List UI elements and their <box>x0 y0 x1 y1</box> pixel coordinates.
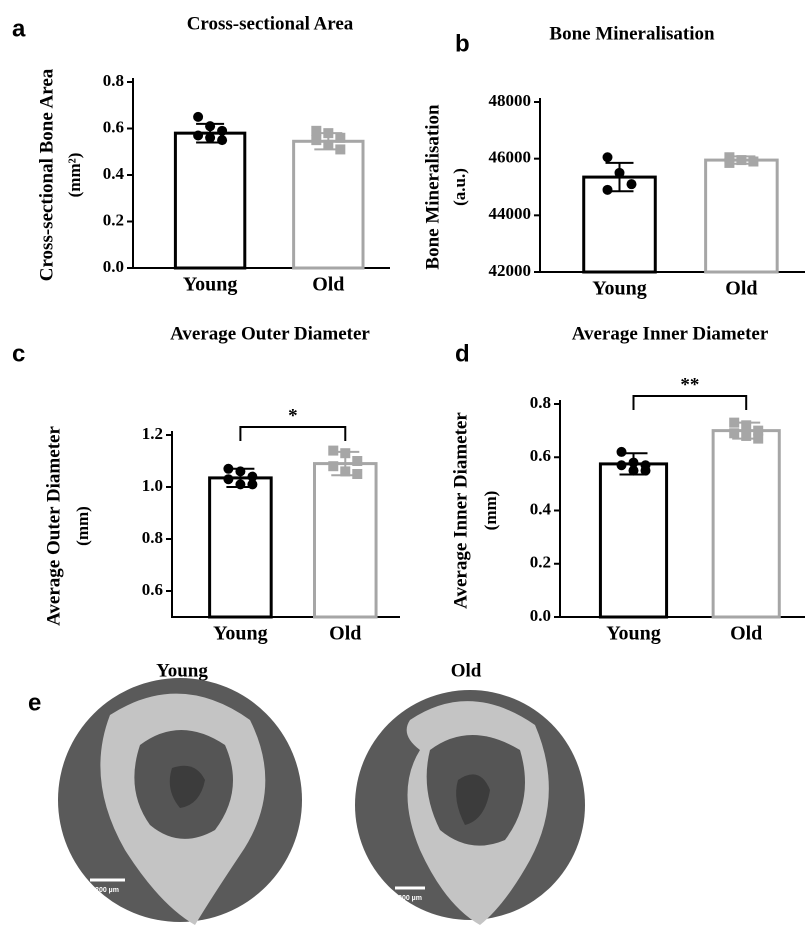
data-point <box>328 446 338 456</box>
micrograph-young: 200 µm <box>58 678 302 925</box>
data-point <box>617 460 627 470</box>
data-point <box>193 130 203 140</box>
x-tick-label: Young <box>606 623 660 645</box>
data-point <box>223 474 233 484</box>
panel-letter: c <box>12 340 25 367</box>
data-point <box>641 466 651 476</box>
data-point <box>615 168 625 178</box>
micrograph-old: 200 µm <box>355 690 585 925</box>
data-point <box>340 448 350 458</box>
data-point <box>603 185 613 195</box>
data-point <box>748 157 758 167</box>
chart-title: Average Inner Diameter <box>572 323 769 344</box>
y-tick-label: 44000 <box>489 204 532 223</box>
y-axis-label: Bone Mineralisation <box>422 104 443 270</box>
significance-bracket <box>634 396 747 410</box>
y-tick-label: 1.2 <box>142 424 163 443</box>
x-tick-label: Old <box>329 623 361 645</box>
data-point <box>335 133 345 143</box>
data-point <box>311 135 321 145</box>
y-tick-label: 0.4 <box>103 164 125 183</box>
bar <box>713 431 779 617</box>
data-point <box>736 155 746 165</box>
data-point <box>217 135 227 145</box>
x-tick-label: Young <box>183 274 237 296</box>
chart-title: Average Outer Diameter <box>170 323 370 344</box>
data-point <box>193 112 203 122</box>
data-point <box>603 152 613 162</box>
bar <box>294 141 363 268</box>
data-point <box>223 464 233 474</box>
y-tick-label: 0.8 <box>142 528 163 547</box>
y-tick-label: 0.4 <box>530 499 552 518</box>
data-point <box>235 466 245 476</box>
data-point <box>328 461 338 471</box>
bar <box>600 464 666 617</box>
y-tick-label: 0.0 <box>103 257 124 276</box>
y-tick-label: 0.6 <box>103 117 124 136</box>
data-point <box>729 418 739 428</box>
data-point <box>311 126 321 136</box>
data-point <box>617 447 627 457</box>
x-tick-label: Old <box>312 274 344 296</box>
x-tick-label: Old <box>725 278 757 300</box>
y-axis-label: (a.u.) <box>450 168 469 206</box>
significance-label: ** <box>680 374 699 395</box>
y-tick-label: 48000 <box>489 91 532 110</box>
y-tick-label: 0.8 <box>530 393 551 412</box>
y-tick-label: 0.2 <box>530 553 551 572</box>
data-point <box>340 466 350 476</box>
data-point <box>741 431 751 441</box>
bar <box>706 160 778 272</box>
y-axis-label: Average Outer Diameter <box>43 426 64 626</box>
data-point <box>217 126 227 136</box>
bar <box>175 133 244 268</box>
data-point <box>352 456 362 466</box>
y-tick-label: 1.0 <box>142 476 163 495</box>
data-point <box>323 140 333 150</box>
data-point <box>323 128 333 138</box>
data-point <box>753 434 763 444</box>
x-tick-label: Young <box>213 623 267 645</box>
x-tick-label: Old <box>730 623 762 645</box>
y-tick-label: 0.0 <box>530 606 551 625</box>
chart-title: Cross-sectional Area <box>187 13 354 34</box>
bar <box>210 478 272 617</box>
scale-bar-label: 200 µm <box>95 887 119 894</box>
data-point <box>335 144 345 154</box>
data-point <box>205 133 215 143</box>
significance-bracket <box>240 427 345 441</box>
y-tick-label: 0.6 <box>142 580 163 599</box>
y-tick-label: 0.2 <box>103 210 124 229</box>
data-point <box>235 479 245 489</box>
data-point <box>724 158 734 168</box>
data-point <box>352 469 362 479</box>
y-axis-label: Cross-sectional Bone Area <box>36 68 57 281</box>
bar <box>315 464 377 617</box>
data-point <box>205 121 215 131</box>
scale-bar-label: 200 µm <box>398 895 422 902</box>
chart-title: Bone Mineralisation <box>549 23 715 44</box>
panel-letter: a <box>12 15 26 42</box>
image-title: Old <box>451 660 482 681</box>
y-tick-label: 42000 <box>489 261 532 280</box>
y-axis-label: (mm) <box>481 491 500 531</box>
y-tick-label: 46000 <box>489 148 532 167</box>
panel-letter: b <box>455 30 470 57</box>
panel-letter: d <box>455 340 470 367</box>
significance-label: * <box>288 405 298 426</box>
data-point <box>629 466 639 476</box>
y-axis-label: (mm) <box>73 506 92 546</box>
x-tick-label: Young <box>592 278 646 300</box>
data-point <box>627 179 637 189</box>
data-point <box>741 420 751 430</box>
y-tick-label: 0.6 <box>530 446 551 465</box>
data-point <box>247 479 257 489</box>
y-axis-label: (mm²) <box>65 153 84 198</box>
y-tick-label: 0.8 <box>103 71 124 90</box>
panel-letter: e <box>28 689 41 716</box>
data-point <box>729 428 739 438</box>
figure: e Young Old 200 µm 200 µm a Cross-section… <box>0 0 809 933</box>
y-axis-label: Average Inner Diameter <box>450 412 471 609</box>
